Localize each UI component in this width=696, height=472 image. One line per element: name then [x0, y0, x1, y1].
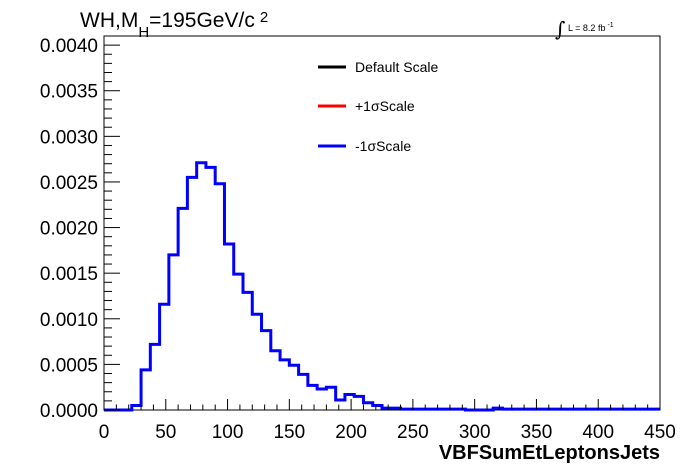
y-tick-label: 0.0035 [40, 82, 98, 103]
x-tick-label: 200 [335, 422, 367, 443]
y-tick-label: 0.0015 [40, 264, 98, 285]
x-axis: 0 50 100 150 200 250 300 350 400 450 [99, 399, 676, 443]
y-tick-label: 0.0005 [40, 355, 98, 376]
x-tick-label: 0 [99, 422, 110, 443]
y-tick-label: 0.0030 [40, 127, 98, 148]
x-tick-label: 300 [459, 422, 491, 443]
legend-label-minus-1sigma: -1σScale [355, 138, 411, 154]
lumi-superscript: -1 [607, 22, 613, 29]
x-axis-label: VBFSumEtLeptonsJets [439, 442, 660, 464]
legend-label-default: Default Scale [355, 59, 438, 75]
plot-frame [103, 35, 661, 411]
x-tick-label: 50 [155, 422, 176, 443]
y-tick-label: 0.0025 [40, 173, 98, 194]
title-value: =195GeV/c [149, 9, 255, 32]
title-prefix: WH,M [80, 9, 138, 32]
luminosity-label: ∫ L = 8.2 fb -1 [555, 17, 614, 41]
title-superscript: 2 [260, 9, 268, 26]
x-tick-label: 150 [273, 422, 305, 443]
lumi-text: L = 8.2 fb [568, 23, 605, 33]
y-tick-label: 0.0020 [40, 219, 98, 240]
x-tick-label: 250 [397, 422, 429, 443]
legend-label-plus-1sigma: +1σScale [355, 98, 415, 114]
x-tick-label: 350 [521, 422, 553, 443]
title-subscript: H [138, 24, 149, 41]
x-tick-label: 450 [644, 422, 676, 443]
y-tick-label: 0.0000 [40, 401, 98, 422]
svg-text:L = 8.2 fb-1: L = 8.2 fb -1 [568, 22, 614, 33]
x-tick-label: 400 [582, 422, 614, 443]
series-line-minus-1sigma [104, 161, 660, 412]
x-tick-label: 100 [212, 422, 244, 443]
legend: Default Scale +1σScale -1σScale [318, 59, 438, 154]
chart-title: WH,MH=195GeV/c 2 [80, 9, 268, 41]
integral-icon: ∫ [555, 17, 565, 41]
y-tick-label: 0.0010 [40, 310, 98, 331]
y-axis: 0.0000 0.0005 0.0010 0.0015 0.0020 0.0025 0.00… [40, 35, 120, 422]
y-tick-label: 0.0040 [40, 36, 98, 57]
